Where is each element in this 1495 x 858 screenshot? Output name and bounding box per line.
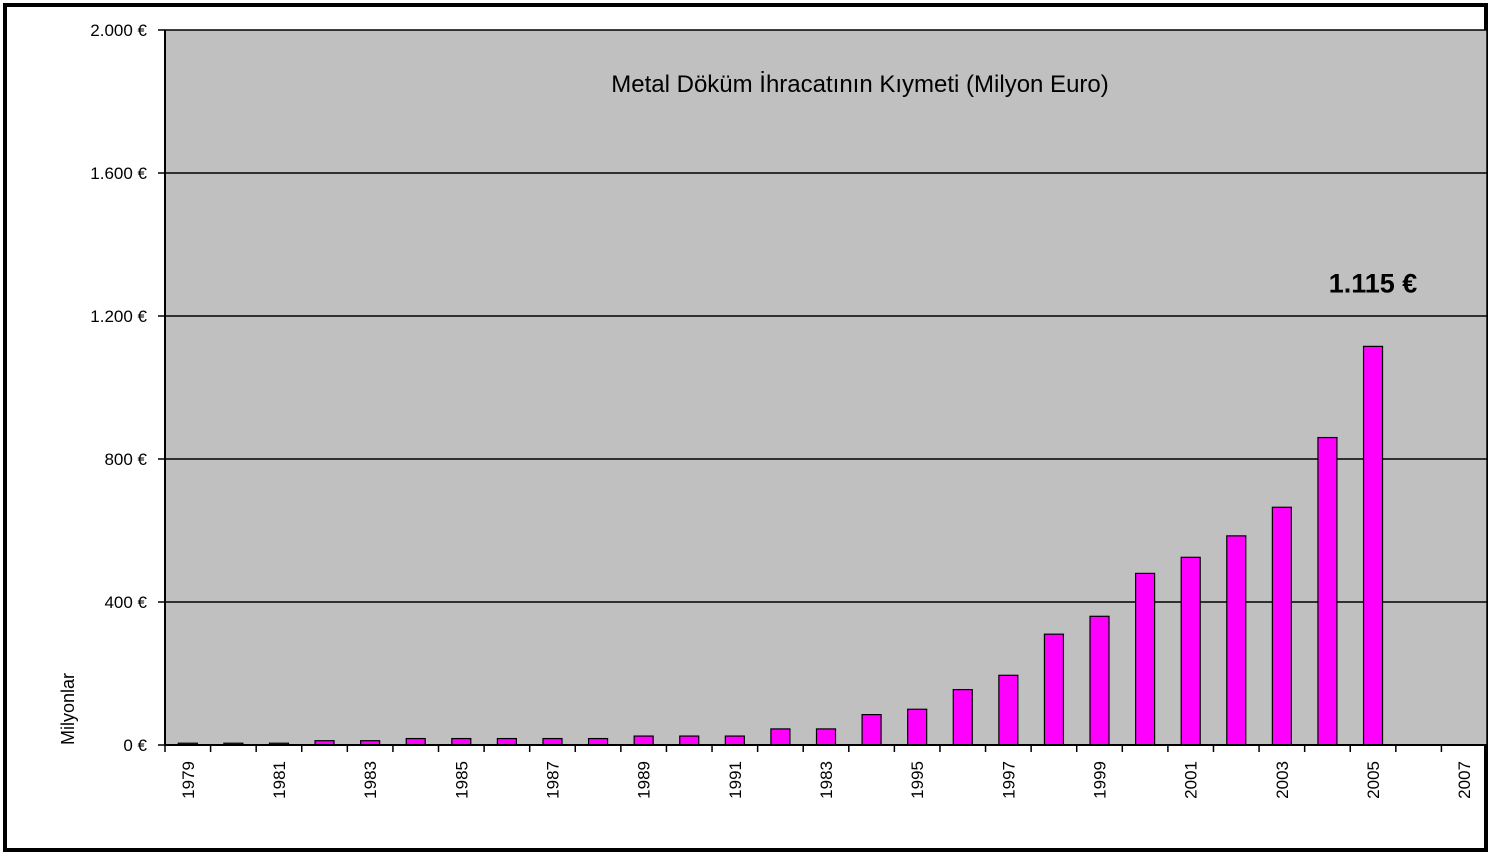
bar-2002	[1226, 535, 1247, 746]
bar-1990	[679, 735, 700, 746]
bars	[177, 345, 1384, 746]
y-tick-label: 1.600 €	[90, 164, 147, 183]
x-tick-label: 1995	[908, 761, 927, 799]
bar-1991	[724, 735, 745, 746]
y-tick-label: 800 €	[104, 450, 147, 469]
bar-1998	[1043, 633, 1065, 746]
axes	[158, 29, 1488, 752]
bar-2003	[1271, 506, 1292, 746]
bar-1989	[633, 735, 654, 746]
x-tick-label: 1985	[452, 761, 471, 799]
x-tick-label: 1983	[817, 761, 836, 799]
gridlines	[165, 172, 1487, 603]
bar-2004	[1317, 436, 1338, 746]
bar-1993	[815, 728, 837, 746]
x-tick-label: 1991	[726, 761, 745, 799]
y-tick-label: 1.200 €	[90, 307, 147, 326]
x-tick-label: 1979	[179, 761, 198, 799]
x-tick-label: 2005	[1364, 761, 1383, 799]
x-tick-labels: 1979 1981 1983 1985 1987 1989 1991 1983 1995 1997…	[179, 761, 1474, 799]
y-tick-labels: 0 € 400 € 800 € 1.200 € 1.600 € 2.000 €	[90, 21, 147, 755]
bar-1997	[998, 674, 1019, 746]
x-tick-label: 1989	[635, 761, 654, 799]
bar-1994	[861, 714, 882, 746]
bar-2000	[1135, 572, 1156, 746]
x-tick-label: 1999	[1091, 761, 1110, 799]
bar-1995	[907, 708, 928, 746]
x-tick-label: 1983	[361, 761, 380, 799]
plot-area	[164, 29, 1488, 746]
y-tick-label: 400 €	[104, 593, 147, 612]
bar-1999	[1089, 615, 1110, 746]
x-tick-label: 2001	[1182, 761, 1201, 799]
y-tick-label: 2.000 €	[90, 21, 147, 40]
bar-1996	[952, 688, 973, 746]
peak-value-annotation: 1.115 €	[1329, 268, 1418, 298]
y-axis-label: Milyonlar	[58, 673, 78, 745]
bar-1992	[770, 728, 791, 746]
x-tick-label: 2003	[1273, 761, 1292, 799]
x-tick-label: 2007	[1455, 761, 1474, 799]
x-tick-label: 1987	[543, 761, 562, 799]
x-tick-label: 1997	[999, 761, 1018, 799]
bar-2001	[1180, 556, 1201, 746]
y-tick-label: 0 €	[123, 736, 147, 755]
x-tick-label: 1981	[270, 761, 289, 799]
bar-2005	[1362, 345, 1384, 746]
chart-title: Metal Döküm İhracatının Kıymeti (Milyon …	[611, 71, 1109, 98]
